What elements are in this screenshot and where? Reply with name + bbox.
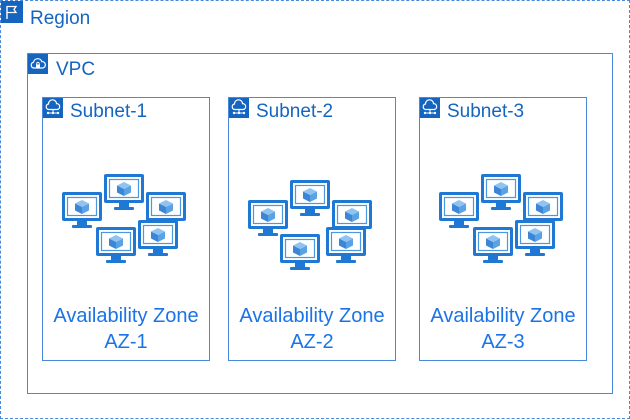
cloud-network-icon [43,98,63,118]
region-title: Region [30,8,91,29]
vm-cluster-icon [438,173,564,264]
zone-title: Availability Zone [53,305,199,327]
zone-title: Availability Zone [430,305,576,327]
zone-id: AZ-2 [290,331,334,353]
vpc-title: VPC [56,59,96,80]
subnet-title: Subnet-2 [256,101,334,122]
flag-icon [1,1,23,23]
cloud-network-icon [229,98,249,118]
availability-zone-label: Availability Zone AZ-2 [229,303,395,355]
subnet-2-boundary: Subnet-2 Availability Zone AZ-2 [228,97,396,361]
subnet-title: Subnet-1 [70,101,148,122]
availability-zone-label: Availability Zone AZ-1 [43,303,209,355]
zone-id: AZ-3 [481,331,525,353]
vm-cluster-icon [247,179,373,271]
cloud-network-icon [420,98,440,118]
cloud-lock-icon [28,54,48,74]
zone-title: Availability Zone [239,305,385,327]
vm-cluster-icon [61,173,187,264]
subnet-1-boundary: Subnet-1 Availability Zone AZ-1 [42,97,210,361]
zone-id: AZ-1 [104,331,148,353]
subnet-title: Subnet-3 [447,101,525,122]
vpc-boundary: VPC [27,53,613,394]
availability-zone-label: Availability Zone AZ-3 [420,303,586,355]
subnet-3-boundary: Subnet-3 Availability Zone AZ-3 [419,97,587,361]
